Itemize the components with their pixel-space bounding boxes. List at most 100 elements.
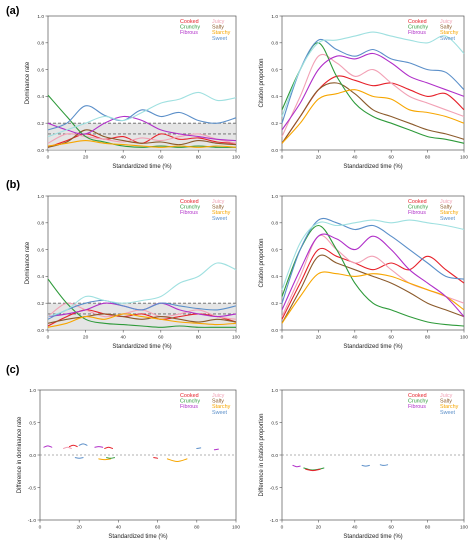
legend-entry-sweet: Sweet: [212, 410, 227, 416]
x-tick-label: 20: [83, 155, 89, 161]
legend-entry-salty: Salty: [212, 205, 224, 211]
series-line-fibrous: [281, 52, 465, 131]
legend-entry-cooked: Cooked: [180, 393, 199, 399]
legend-entry-fibrous: Fibrous: [408, 210, 426, 216]
legend-entry-juicy: Juicy: [440, 393, 453, 399]
y-tick-label: 0.8: [37, 41, 44, 47]
legend-entry-sweet: Sweet: [212, 36, 227, 42]
difference-segment: [98, 458, 112, 461]
series-line-salty: [281, 254, 465, 324]
y-tick-label: 0.8: [37, 221, 44, 227]
y-tick-label: 0.2: [37, 301, 44, 307]
y-tick-label: 0.4: [37, 94, 44, 100]
difference-segment: [74, 457, 84, 459]
legend-entry-juicy: Juicy: [440, 19, 453, 25]
y-tick-label: 0.0: [29, 453, 36, 459]
difference-segment: [196, 447, 202, 449]
y-tick-label: 0.4: [271, 94, 278, 100]
x-tick-label: 0: [281, 335, 284, 341]
y-tick-label: 0.0: [271, 453, 278, 459]
y-tick-label: 0.4: [37, 274, 44, 280]
plot-frame: [281, 15, 465, 151]
y-tick-label: 0.8: [271, 41, 278, 47]
series-line-cooked: [281, 247, 465, 320]
y-tick-label: 0.6: [271, 67, 278, 73]
x-tick-label: 40: [352, 335, 358, 341]
y-tick-label: 0.4: [271, 274, 278, 280]
y-tick-label: -1.0: [28, 518, 37, 524]
x-tick-label: 20: [77, 525, 83, 531]
difference-segment: [68, 444, 78, 448]
x-tick-label: 40: [121, 155, 127, 161]
y-tick-label: 0.0: [37, 328, 44, 334]
difference-segment: [153, 457, 159, 459]
legend-entry-salty: Salty: [440, 399, 452, 405]
legend-entry-crunchy: Crunchy: [408, 205, 428, 211]
series-line-sweet: [281, 38, 465, 124]
y-tick-label: 0.0: [37, 148, 44, 154]
series-line-fibrous: [281, 233, 465, 317]
panel-label-c: (c): [6, 364, 20, 376]
y-tick-label: 1.0: [271, 388, 278, 394]
difference-segment: [305, 468, 321, 472]
difference-segment: [213, 448, 219, 451]
legend-entry-sweet: Sweet: [440, 216, 455, 222]
x-tick-label: 0: [281, 155, 284, 161]
legend-entry-juicy: Juicy: [440, 199, 453, 205]
x-tick-label: 0: [47, 335, 50, 341]
x-tick-label: 40: [352, 525, 358, 531]
chart-c-right: 0 20 40 60 80 100 -1.0 -0.5 0.0 0.5 1.0 Standardize…: [259, 388, 468, 540]
legend-entry-fibrous: Fibrous: [408, 30, 426, 36]
x-tick-label: 20: [83, 335, 89, 341]
x-tick-label: 60: [389, 525, 395, 531]
legend-entry-crunchy: Crunchy: [180, 205, 200, 211]
legend-entry-starchy: Starchy: [212, 210, 231, 216]
series-line-crunchy: [47, 94, 237, 148]
y-tick-label: 0.5: [29, 420, 36, 426]
chart-a-right: 0 20 40 60 80 100 0.0 0.2 0.4 0.6 0.8 1.0 Standardiz…: [259, 14, 468, 170]
y-tick-label: 0.8: [271, 221, 278, 227]
difference-segment: [78, 443, 88, 446]
x-axis-label: Standardized time (%): [343, 164, 402, 170]
series-line-juicy: [47, 133, 237, 144]
legend-entry-juicy: Juicy: [212, 393, 225, 399]
panel-label-b: (b): [6, 179, 20, 191]
y-tick-label: -0.5: [28, 485, 37, 491]
x-tick-label: 100: [460, 155, 468, 161]
legend-entry-starchy: Starchy: [212, 30, 231, 36]
y-axis-label: Citation proportion: [259, 58, 265, 107]
y-tick-label: 1.0: [271, 14, 278, 20]
y-tick-label: 0.6: [37, 67, 44, 73]
series-line-starchy: [281, 271, 465, 324]
series-line-sweet: [47, 105, 237, 131]
x-tick-label: 40: [352, 155, 358, 161]
chart-b-right: 0 20 40 60 80 100 0.0 0.2 0.4 0.6 0.8 1.0 Standardiz…: [259, 194, 468, 350]
legend-entry-crunchy: Crunchy: [180, 399, 200, 405]
y-tick-label: 0.2: [271, 301, 278, 307]
legend-entry-starchy: Starchy: [440, 30, 459, 36]
difference-segment: [63, 446, 72, 449]
plot-frame: [281, 195, 465, 331]
x-tick-label: 80: [196, 155, 202, 161]
legend-entry-fibrous: Fibrous: [180, 30, 198, 36]
legend-entry-juicy: Juicy: [212, 19, 225, 25]
legend-entry-cooked: Cooked: [408, 199, 427, 205]
x-tick-label: 80: [194, 525, 200, 531]
x-tick-label: 100: [460, 335, 468, 341]
series-line-unlabeled-7: [47, 262, 237, 318]
chart-c-left: 0 20 40 60 80 100 -1.0 -0.5 0.0 0.5 1.0 Standardize…: [17, 388, 240, 540]
x-tick-label: 80: [425, 155, 431, 161]
y-axis-label: Dominance rate: [25, 241, 31, 284]
y-tick-label: 0.6: [271, 247, 278, 253]
series-line-crunchy: [47, 278, 236, 328]
legend-entry-sweet: Sweet: [440, 36, 455, 42]
legend-entry-crunchy: Crunchy: [180, 25, 200, 31]
x-tick-label: 60: [158, 335, 164, 341]
series-line-salty: [47, 313, 237, 324]
legend-entry-cooked: Cooked: [180, 19, 199, 25]
y-axis-label: Difference in citation proportion: [259, 414, 265, 497]
x-tick-label: 100: [232, 335, 240, 341]
y-tick-label: 1.0: [271, 194, 278, 200]
difference-segment: [104, 446, 113, 449]
